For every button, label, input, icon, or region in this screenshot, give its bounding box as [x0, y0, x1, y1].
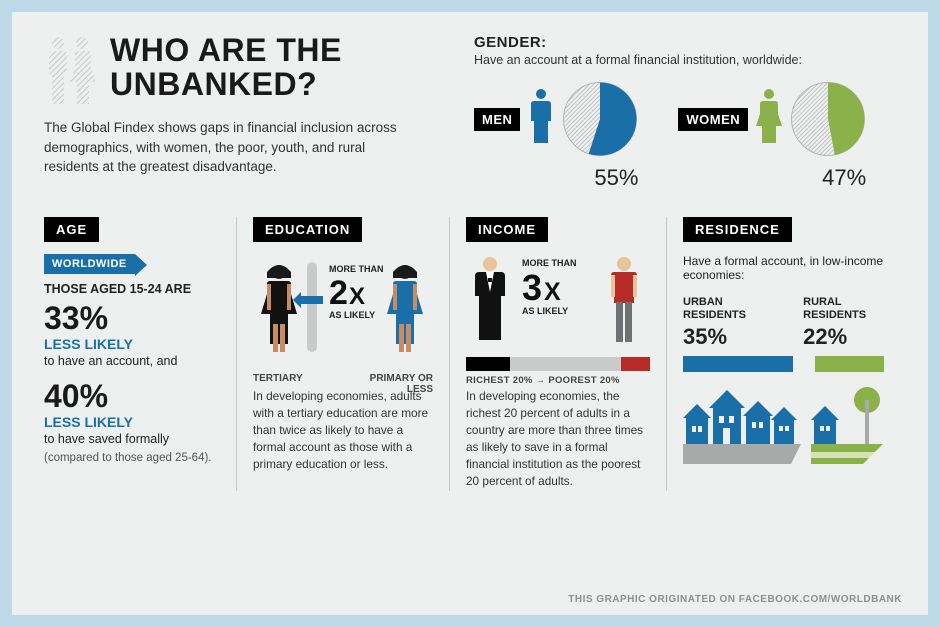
age-line1: THOSE AGED 15-24 ARE	[44, 282, 220, 296]
education-visual: MORE THAN 2 X AS LIKELY	[253, 254, 433, 374]
man-icon	[528, 88, 554, 151]
income-bar	[466, 357, 650, 371]
residence-tag: RESIDENCE	[683, 217, 792, 242]
rural-item: RURAL RESIDENTS 22%	[803, 296, 900, 350]
age-pct1: 33%	[44, 302, 220, 334]
header: WHO ARE THE UNBANKED? The Global Findex …	[44, 34, 900, 191]
urban-pct: 35%	[683, 324, 781, 350]
urban-label: URBAN RESIDENTS	[683, 296, 781, 322]
men-label: MEN	[474, 108, 520, 131]
age-sub2: to have saved formally	[44, 432, 220, 446]
residence-section: RESIDENCE Have a formal account, in low-…	[666, 217, 900, 491]
education-body: In developing economies, adults with a t…	[253, 388, 433, 473]
age-section: AGE WORLDWIDE THOSE AGED 15-24 ARE 33% L…	[44, 217, 236, 491]
age-sub1: to have an account, and	[44, 354, 220, 368]
footer-credit: THIS GRAPHIC ORIGINATED ON FACEBOOK.COM/…	[568, 594, 902, 605]
gender-women: WOMEN 47%	[678, 81, 866, 191]
women-pct: 47%	[678, 165, 866, 191]
education-section: EDUCATION	[236, 217, 449, 491]
age-note: (compared to those aged 25-64).	[44, 452, 220, 464]
infographic-canvas: WHO ARE THE UNBANKED? The Global Findex …	[12, 12, 928, 615]
income-bar-label: RICHEST 20% → POOREST 20%	[466, 375, 650, 386]
urban-item: URBAN RESIDENTS 35%	[683, 296, 781, 350]
header-left: WHO ARE THE UNBANKED? The Global Findex …	[44, 34, 444, 191]
residence-illustration-icon	[683, 382, 900, 473]
education-tag: EDUCATION	[253, 217, 362, 242]
age-ll1: LESS LIKELY	[44, 336, 220, 352]
women-label: WOMEN	[678, 108, 748, 131]
rural-label: RURAL RESIDENTS	[803, 296, 900, 322]
svg-text:X: X	[544, 278, 561, 306]
income-body: In developing economies, the richest 20 …	[466, 388, 650, 491]
men-pie-chart	[562, 81, 638, 157]
edu-left-label: TERTIARY	[253, 373, 303, 395]
gender-subheading: Have an account at a formal financial in…	[474, 53, 900, 67]
gender-men: MEN	[474, 81, 638, 191]
svg-text:3: 3	[522, 267, 542, 308]
men-pct: 55%	[474, 165, 638, 191]
svg-text:X: X	[349, 283, 365, 310]
rural-pct: 22%	[803, 324, 900, 350]
gender-heading: GENDER:	[474, 34, 900, 51]
edu-right-label: PRIMARY OR LESS	[363, 373, 433, 395]
age-ll2: LESS LIKELY	[44, 414, 220, 430]
page-title: WHO ARE THE UNBANKED?	[110, 34, 444, 101]
gender-section: GENDER: Have an account at a formal fina…	[444, 34, 900, 191]
residence-sub: Have a formal account, in low-income eco…	[683, 254, 900, 282]
income-tag: INCOME	[466, 217, 548, 242]
age-tag: AGE	[44, 217, 99, 242]
couple-silhouette-icon	[44, 34, 96, 108]
women-pie-chart	[790, 81, 866, 157]
residence-bars	[683, 356, 900, 372]
svg-text:MORE THAN: MORE THAN	[329, 264, 384, 274]
income-section: INCOME MORE THAN 3 X AS LIKEL	[449, 217, 666, 491]
columns: AGE WORLDWIDE THOSE AGED 15-24 ARE 33% L…	[44, 217, 900, 491]
woman-icon	[756, 88, 782, 151]
svg-text:AS LIKELY: AS LIKELY	[522, 306, 568, 316]
svg-text:AS LIKELY: AS LIKELY	[329, 310, 375, 320]
income-visual: MORE THAN 3 X AS LIKELY	[466, 254, 650, 374]
worldwide-badge: WORLDWIDE	[44, 254, 135, 274]
svg-text:2: 2	[329, 274, 348, 312]
age-pct2: 40%	[44, 380, 220, 412]
intro-text: The Global Findex shows gaps in financia…	[44, 118, 414, 177]
